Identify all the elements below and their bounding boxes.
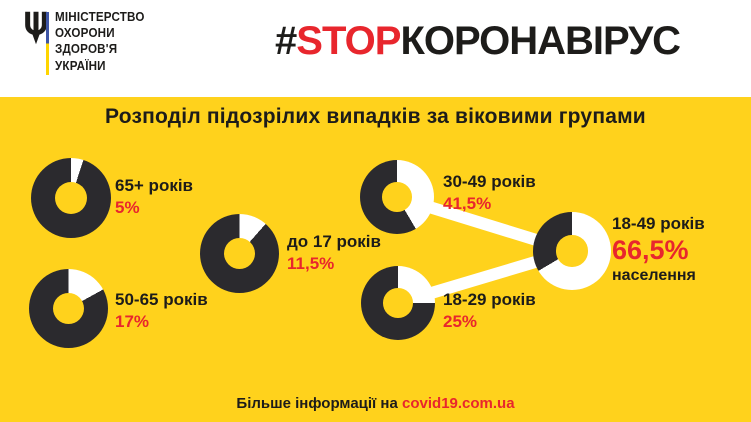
ukraine-trident-icon xyxy=(25,11,47,45)
flag-divider xyxy=(46,12,49,75)
percent-value: 66,5% xyxy=(612,235,689,265)
percent-value: 25% xyxy=(443,312,478,331)
age-group-label: 30-49 років xyxy=(443,172,536,191)
donut-chart-under17 xyxy=(200,214,279,293)
chart-title: Розподіл підозрілих випадків за віковими… xyxy=(105,105,646,128)
age-group-label: 18-29 років xyxy=(443,290,536,309)
ministry-logo-text: МІНІСТЕРСТВО ОХОРОНИ ЗДОРОВ'Я УКРАЇНИ xyxy=(55,9,145,74)
label-group-65plus: 65+ років 5% xyxy=(115,175,193,219)
label-group-50-65: 50-65 років 17% xyxy=(115,289,208,333)
donut-chart-18-49 xyxy=(533,212,611,290)
age-group-label: 50-65 років xyxy=(115,290,208,309)
label-group-18-29: 18-29 років 25% xyxy=(443,289,536,333)
footer-info: Більше інформації на covid19.com.ua xyxy=(0,395,751,412)
ministry-line: ОХОРОНИ xyxy=(55,26,115,41)
donut-chart-18-29 xyxy=(361,266,435,340)
header-bar: МІНІСТЕРСТВО ОХОРОНИ ЗДОРОВ'Я УКРАЇНИ #S… xyxy=(0,0,751,97)
ministry-line: МІНІСТЕРСТВО xyxy=(55,10,145,24)
hashtag-stop: STOP xyxy=(296,19,401,63)
age-group-label: 18-49 років xyxy=(612,214,705,233)
label-group-30-49: 30-49 років 41,5% xyxy=(443,171,536,215)
percent-value: 5% xyxy=(115,198,140,217)
donut-chart-30-49 xyxy=(360,160,434,234)
population-sublabel: населення xyxy=(612,267,696,284)
age-group-label: до 17 років xyxy=(287,232,381,251)
ministry-line: ЗДОРОВ'Я xyxy=(55,42,118,57)
footer-text: Більше інформації на xyxy=(236,395,403,412)
hashtag-rest: КОРОНАВІРУС xyxy=(400,19,680,63)
ministry-line: УКРАЇНИ xyxy=(55,58,106,73)
hashtag-prefix: # xyxy=(275,19,297,63)
donut-chart-65plus xyxy=(31,158,111,238)
age-group-label: 65+ років xyxy=(115,176,194,195)
percent-value: 17% xyxy=(115,312,150,331)
percent-value: 11,5% xyxy=(287,254,335,273)
campaign-hashtag: #STOPКОРОНАВІРУС xyxy=(225,19,730,64)
percent-value: 41,5% xyxy=(443,194,492,213)
donut-chart-50-65 xyxy=(29,269,108,348)
covid19-link[interactable]: covid19.com.ua xyxy=(402,395,515,412)
label-group-under17: до 17 років 11,5% xyxy=(287,231,381,275)
label-group-18-49: 18-49 років 66,5% населення xyxy=(612,213,705,286)
